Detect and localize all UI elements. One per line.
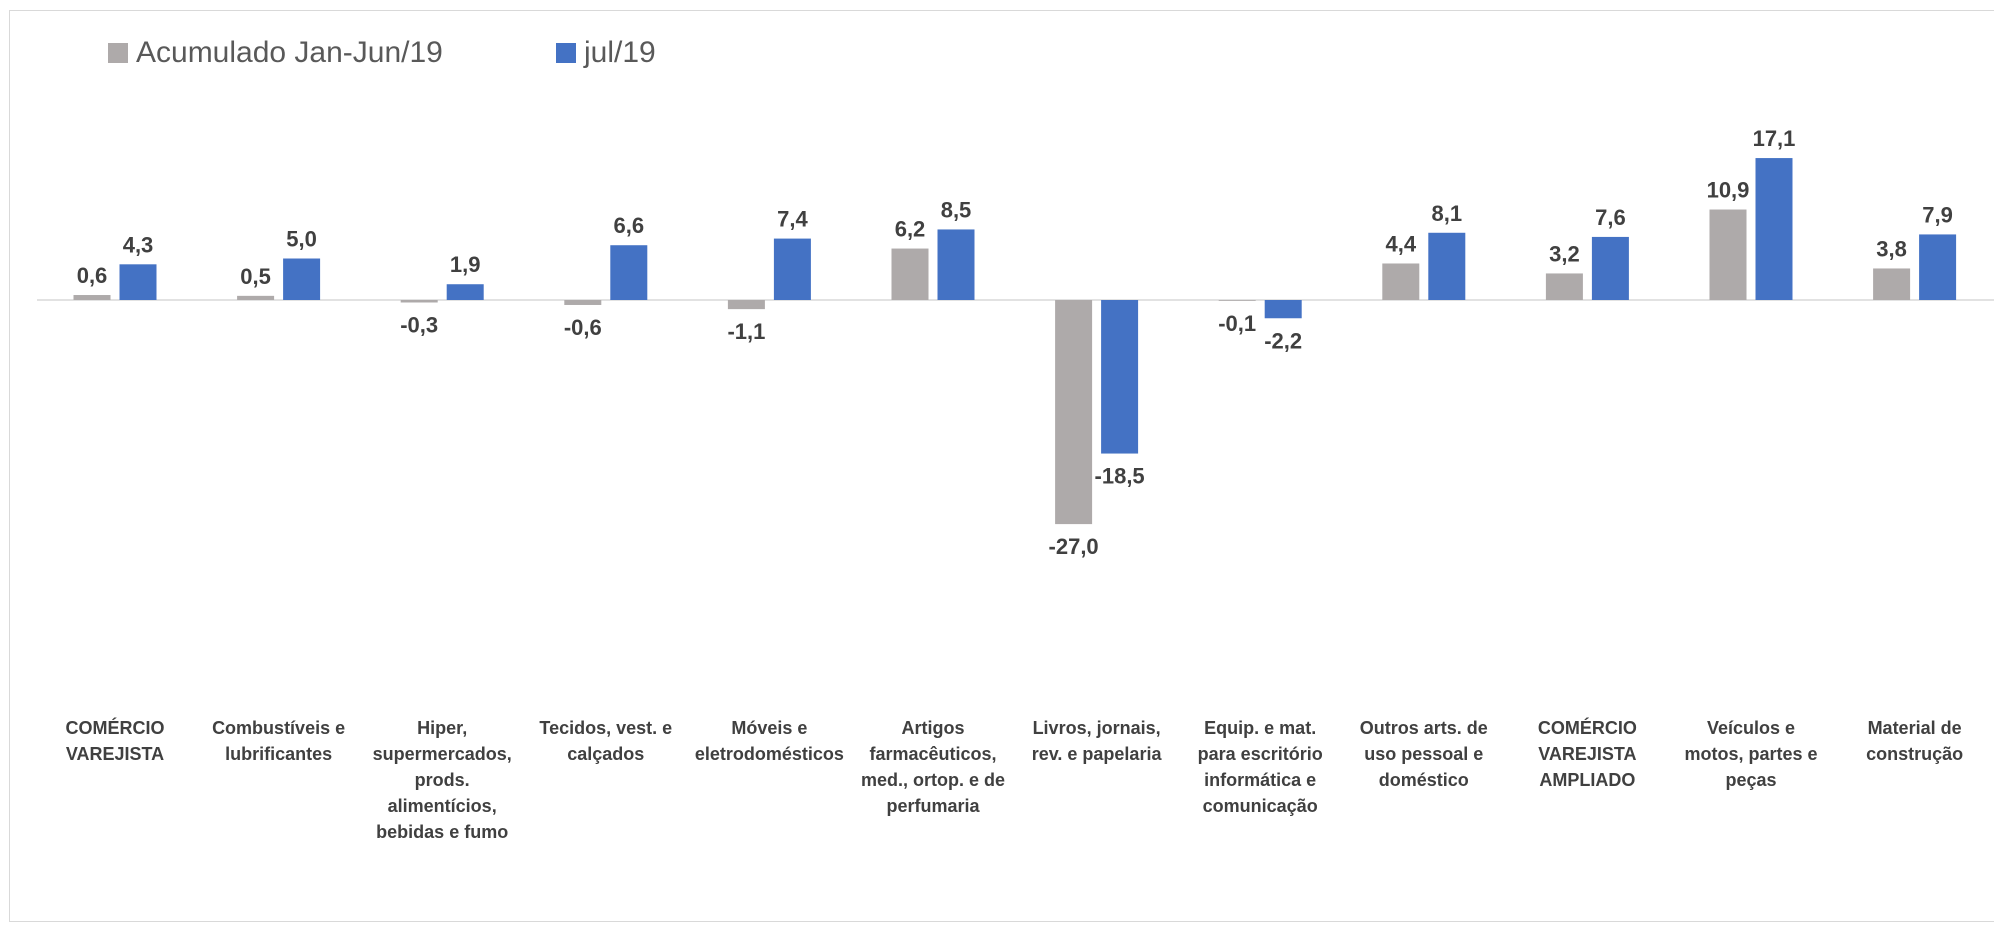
data-label-jul19-4: 7,4 <box>777 207 808 232</box>
category-label-line: peças <box>1666 767 1836 793</box>
data-label-jul19-8: 8,1 <box>1432 201 1463 226</box>
category-label-6: Livros, jornais, rev. e papelaria <box>1012 715 1182 767</box>
bar-jul19-6 <box>1101 300 1138 454</box>
category-label-line: bebidas e fumo <box>357 819 527 845</box>
category-label-2: Hiper, supermercados, prods. alimentícios, b… <box>357 715 527 845</box>
data-label-jul19-9: 7,6 <box>1595 205 1626 230</box>
category-label-line: motos, partes e <box>1666 741 1836 767</box>
bar-acumulado-9 <box>1546 273 1583 300</box>
category-label-line: Hiper, <box>357 715 527 741</box>
category-label-4: Móveis e eletrodomésticos <box>684 715 854 767</box>
bar-acumulado-3 <box>564 300 601 305</box>
category-label-1: Combustíveis e lubrificantes <box>194 715 364 767</box>
category-label-line: doméstico <box>1339 767 1509 793</box>
category-label-line: Outros arts. de <box>1339 715 1509 741</box>
data-label-acumulado-3: -0,6 <box>564 315 602 340</box>
bar-jul19-9 <box>1592 237 1629 300</box>
category-label-line: COMÉRCIO <box>1502 715 1672 741</box>
category-label-line: informática e <box>1175 767 1345 793</box>
category-label-line: alimentícios, <box>357 793 527 819</box>
bar-acumulado-0 <box>74 295 111 300</box>
category-label-line: Tecidos, vest. e <box>521 715 691 741</box>
category-label-line: lubrificantes <box>194 741 364 767</box>
category-label-line: construção <box>1830 741 1994 767</box>
category-label-line: Material de <box>1830 715 1994 741</box>
data-label-jul19-5: 8,5 <box>941 197 972 222</box>
data-label-acumulado-1: 0,5 <box>240 264 271 289</box>
data-label-acumulado-5: 6,2 <box>895 217 926 242</box>
bar-acumulado-6 <box>1055 300 1092 524</box>
category-label-line: prods. <box>357 767 527 793</box>
category-label-9: COMÉRCIO VAREJISTA AMPLIADO <box>1502 715 1672 793</box>
category-label-line: supermercados, <box>357 741 527 767</box>
category-label-line: para escritório <box>1175 741 1345 767</box>
category-label-line: VAREJISTA <box>1502 741 1672 767</box>
data-label-acumulado-7: -0,1 <box>1218 311 1256 336</box>
data-label-jul19-6: -18,5 <box>1095 464 1145 489</box>
category-label-line: Livros, jornais, <box>1012 715 1182 741</box>
category-label-line: comunicação <box>1175 793 1345 819</box>
category-label-line: AMPLIADO <box>1502 767 1672 793</box>
data-label-jul19-0: 4,3 <box>123 232 154 257</box>
bar-acumulado-8 <box>1382 263 1419 300</box>
data-label-acumulado-11: 3,8 <box>1876 236 1907 261</box>
category-label-line: Móveis e <box>684 715 854 741</box>
data-label-acumulado-10: 10,9 <box>1707 178 1750 203</box>
data-label-acumulado-6: -27,0 <box>1049 534 1099 559</box>
category-label-line: VAREJISTA <box>30 741 200 767</box>
category-label-0: COMÉRCIO VAREJISTA <box>30 715 200 767</box>
category-label-line: COMÉRCIO <box>30 715 200 741</box>
data-label-acumulado-4: -1,1 <box>727 319 765 344</box>
category-label-line: Equip. e mat. <box>1175 715 1345 741</box>
category-label-line: Combustíveis e <box>194 715 364 741</box>
category-label-10: Veículos e motos, partes e peças <box>1666 715 1836 793</box>
category-label-line: perfumaria <box>848 793 1018 819</box>
data-label-acumulado-9: 3,2 <box>1549 241 1580 266</box>
bar-jul19-3 <box>610 245 647 300</box>
category-label-line: farmacêuticos, <box>848 741 1018 767</box>
data-label-jul19-10: 17,1 <box>1753 126 1796 151</box>
bar-acumulado-4 <box>728 300 765 309</box>
data-label-jul19-1: 5,0 <box>286 227 317 252</box>
category-label-5: Artigos farmacêuticos, med., ortop. e de pe… <box>848 715 1018 819</box>
bar-acumulado-11 <box>1873 268 1910 300</box>
category-label-line: uso pessoal e <box>1339 741 1509 767</box>
category-label-line: rev. e papelaria <box>1012 741 1182 767</box>
data-label-jul19-3: 6,6 <box>614 213 645 238</box>
category-label-line: calçados <box>521 741 691 767</box>
bar-jul19-10 <box>1756 158 1793 300</box>
category-label-7: Equip. e mat. para escritório informática … <box>1175 715 1345 819</box>
bar-jul19-7 <box>1265 300 1302 318</box>
data-label-acumulado-2: -0,3 <box>400 312 438 337</box>
bar-acumulado-1 <box>237 296 274 300</box>
data-label-jul19-7: -2,2 <box>1264 328 1302 353</box>
category-label-line: Veículos e <box>1666 715 1836 741</box>
data-label-acumulado-0: 0,6 <box>77 263 108 288</box>
category-label-line: Artigos <box>848 715 1018 741</box>
bar-acumulado-2 <box>401 300 438 302</box>
category-label-3: Tecidos, vest. e calçados <box>521 715 691 767</box>
category-label-8: Outros arts. de uso pessoal e doméstico <box>1339 715 1509 793</box>
category-label-line: eletrodomésticos <box>684 741 854 767</box>
data-label-jul19-2: 1,9 <box>450 252 481 277</box>
bar-jul19-4 <box>774 239 811 300</box>
bar-jul19-0 <box>120 264 157 300</box>
bar-acumulado-5 <box>892 249 929 300</box>
bar-jul19-1 <box>283 259 320 301</box>
category-label-line: med., ortop. e de <box>848 767 1018 793</box>
category-label-11: Material de construção <box>1830 715 1994 767</box>
bar-jul19-8 <box>1428 233 1465 300</box>
bar-acumulado-7 <box>1219 300 1256 301</box>
data-label-jul19-11: 7,9 <box>1922 202 1953 227</box>
bar-acumulado-10 <box>1710 210 1747 300</box>
data-label-acumulado-8: 4,4 <box>1386 231 1417 256</box>
bar-jul19-11 <box>1919 234 1956 300</box>
bar-jul19-2 <box>447 284 484 300</box>
bar-jul19-5 <box>938 229 975 300</box>
